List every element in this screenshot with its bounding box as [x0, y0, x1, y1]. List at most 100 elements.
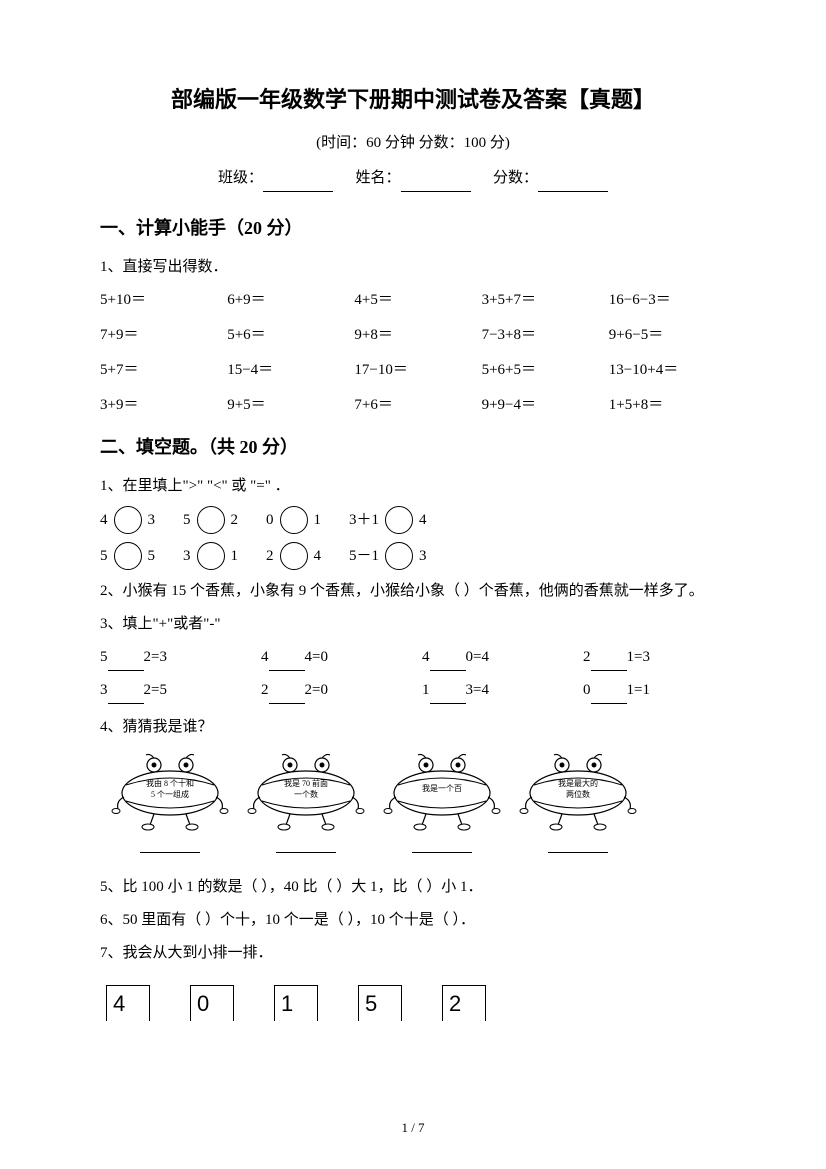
compare-circle[interactable]: [197, 542, 225, 570]
calc-cell: 9+6−5＝: [609, 322, 726, 349]
calc-cell: 9+8＝: [354, 322, 471, 349]
compare-right: 4: [419, 507, 427, 534]
compare-group: 24: [266, 542, 321, 570]
fill-blank[interactable]: [430, 690, 466, 704]
guess-blank[interactable]: [382, 835, 502, 864]
fill-item: 01=1: [583, 677, 726, 704]
class-label: 班级：: [218, 170, 263, 186]
calc-cell: 4+5＝: [354, 287, 471, 314]
compare-right: 1: [231, 543, 239, 570]
calc-cell: 5+10＝: [100, 287, 217, 314]
guess-blank[interactable]: [518, 835, 638, 864]
compare-circle[interactable]: [385, 506, 413, 534]
compare-row-1: 4352013＋14: [100, 506, 726, 534]
compare-left: 5: [100, 543, 108, 570]
calc-cell: 7+6＝: [354, 392, 471, 419]
guess-row: 我由 8 个十和5 个一组成 我是 70 前面一个数: [110, 751, 726, 831]
calc-cell: 6+9＝: [227, 287, 344, 314]
calc-cell: 9+9−4＝: [482, 392, 599, 419]
section1-heading: 一、计算小能手（20 分）: [100, 212, 726, 244]
class-blank[interactable]: [263, 174, 333, 192]
compare-right: 5: [148, 543, 156, 570]
compare-group: 52: [183, 506, 238, 534]
guess-character: 我是一个百: [382, 751, 502, 831]
info-line: 班级： 姓名： 分数：: [100, 165, 726, 192]
compare-right: 1: [314, 507, 322, 534]
number-box: 5: [358, 985, 402, 1021]
compare-row-2: 5531245－13: [100, 542, 726, 570]
calc-cell: 7−3+8＝: [482, 322, 599, 349]
fill-blank[interactable]: [269, 690, 305, 704]
calc-cell: 3+5+7＝: [482, 287, 599, 314]
svg-text:我是 70 前面: 我是 70 前面: [284, 778, 328, 788]
fill-blank[interactable]: [430, 657, 466, 671]
s2-q2: 2、小猴有 15 个香蕉，小象有 9 个香蕉，小猴给小象（ ）个香蕉，他俩的香蕉…: [100, 578, 726, 605]
guess-answer-blanks: [110, 835, 726, 864]
compare-left: 5: [183, 507, 191, 534]
compare-left: 5－1: [349, 543, 379, 570]
compare-left: 3＋1: [349, 507, 379, 534]
fill-blank[interactable]: [108, 657, 144, 671]
page-number: 1 / 7: [0, 1116, 826, 1139]
compare-group: 43: [100, 506, 155, 534]
calc-cell: 13−10+4＝: [609, 357, 726, 384]
guess-character: 我是最大的两位数: [518, 751, 638, 831]
compare-left: 4: [100, 507, 108, 534]
calc-cell: 16−6−3＝: [609, 287, 726, 314]
compare-group: 3＋1 4: [349, 506, 427, 534]
fill-blank[interactable]: [269, 657, 305, 671]
svg-text:我是一个百: 我是一个百: [422, 783, 462, 793]
compare-circle[interactable]: [114, 542, 142, 570]
compare-group: 31: [183, 542, 238, 570]
fill-blank[interactable]: [108, 690, 144, 704]
calc-cell: 9+5＝: [227, 392, 344, 419]
compare-left: 3: [183, 543, 191, 570]
compare-circle[interactable]: [114, 506, 142, 534]
calc-cell: 15−4＝: [227, 357, 344, 384]
compare-circle[interactable]: [280, 542, 308, 570]
score-blank[interactable]: [538, 174, 608, 192]
compare-right: 2: [231, 507, 239, 534]
compare-circle[interactable]: [197, 506, 225, 534]
s2-q1-label: 1、在里填上">" "<" 或 "=" ．: [100, 473, 726, 500]
fill-item: 32=5: [100, 677, 243, 704]
calc-cell: 1+5+8＝: [609, 392, 726, 419]
guess-character: 我是 70 前面一个数: [246, 751, 366, 831]
fill-item: 52=3: [100, 644, 243, 671]
calc-cell: 5+6＝: [227, 322, 344, 349]
s2-q4-label: 4、猜猜我是谁？: [100, 714, 726, 741]
guess-blank[interactable]: [110, 835, 230, 864]
name-label: 姓名：: [355, 170, 400, 186]
calc-cell: 3+9＝: [100, 392, 217, 419]
compare-left: 0: [266, 507, 274, 534]
compare-circle[interactable]: [280, 506, 308, 534]
compare-right: 3: [419, 543, 427, 570]
calc-cell: 5+6+5＝: [482, 357, 599, 384]
fill-item: 40=4: [422, 644, 565, 671]
fill-item: 21=3: [583, 644, 726, 671]
s2-q5: 5、比 100 小 1 的数是（ ），40 比（ ）大 1，比（ ）小 1．: [100, 874, 726, 901]
calc-grid: 5+10＝ 6+9＝ 4+5＝ 3+5+7＝ 16−6−3＝ 7+9＝ 5+6＝ 9+8＝ 7−…: [100, 287, 726, 419]
fill-item: 13=4: [422, 677, 565, 704]
fill-item: 22=0: [261, 677, 404, 704]
fill-blank[interactable]: [591, 690, 627, 704]
s2-q7-label: 7、我会从大到小排一排．: [100, 940, 726, 967]
svg-text:5 个一组成: 5 个一组成: [151, 789, 189, 799]
compare-circle[interactable]: [385, 542, 413, 570]
main-title: 部编版一年级数学下册期中测试卷及答案【真题】: [100, 80, 726, 120]
number-box: 1: [274, 985, 318, 1021]
compare-right: 4: [314, 543, 322, 570]
svg-text:一个数: 一个数: [294, 789, 318, 799]
subtitle: (时间：60 分钟 分数：100 分): [100, 130, 726, 157]
calc-cell: 7+9＝: [100, 322, 217, 349]
s1-q1-label: 1、直接写出得数．: [100, 254, 726, 281]
name-blank[interactable]: [401, 174, 471, 192]
guess-character: 我由 8 个十和5 个一组成: [110, 751, 230, 831]
guess-blank[interactable]: [246, 835, 366, 864]
number-box: 2: [442, 985, 486, 1021]
fill-item: 44=0: [261, 644, 404, 671]
score-label: 分数：: [493, 170, 538, 186]
number-boxes: 40152: [106, 985, 726, 1021]
fill-blank[interactable]: [591, 657, 627, 671]
compare-left: 2: [266, 543, 274, 570]
